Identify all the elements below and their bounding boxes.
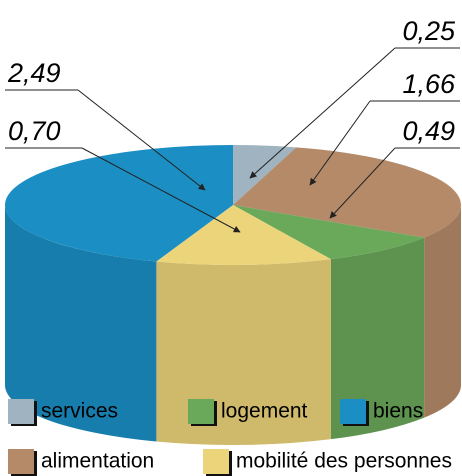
side-shade [156, 259, 331, 445]
pie-side [5, 205, 157, 442]
side-shade [424, 205, 461, 418]
legend-label: services [41, 400, 118, 423]
pie-slice [233, 147, 461, 238]
pie-slice [4, 145, 233, 262]
value-label: 0,70 [8, 116, 61, 146]
value-label: 1,66 [402, 69, 456, 99]
legend-swatch [8, 399, 34, 424]
legend-swatch [203, 449, 229, 474]
legend-label: logement [221, 400, 308, 423]
pie-slice [233, 205, 425, 260]
side-shade [5, 205, 157, 442]
legend-swatch [8, 449, 34, 474]
leader-line [329, 147, 396, 219]
pie-slice [156, 205, 331, 265]
value-label: 0,49 [402, 116, 455, 146]
legend-label: biens [373, 400, 423, 423]
leader-line [81, 147, 241, 233]
leader-line [309, 100, 371, 186]
pie-side [424, 205, 461, 418]
leader-line [77, 89, 206, 191]
pie-slice [233, 145, 297, 205]
pie-side [156, 259, 331, 445]
leader-line [249, 47, 396, 179]
legend-swatch [188, 399, 214, 424]
side-shade [330, 237, 425, 440]
legend-label: mobilité des personnes [236, 450, 452, 473]
legend-swatch [340, 399, 366, 424]
value-label: 0,25 [402, 16, 456, 46]
pie-side [330, 237, 425, 440]
value-label: 2,49 [7, 58, 61, 88]
legend-label: alimentation [41, 450, 154, 473]
